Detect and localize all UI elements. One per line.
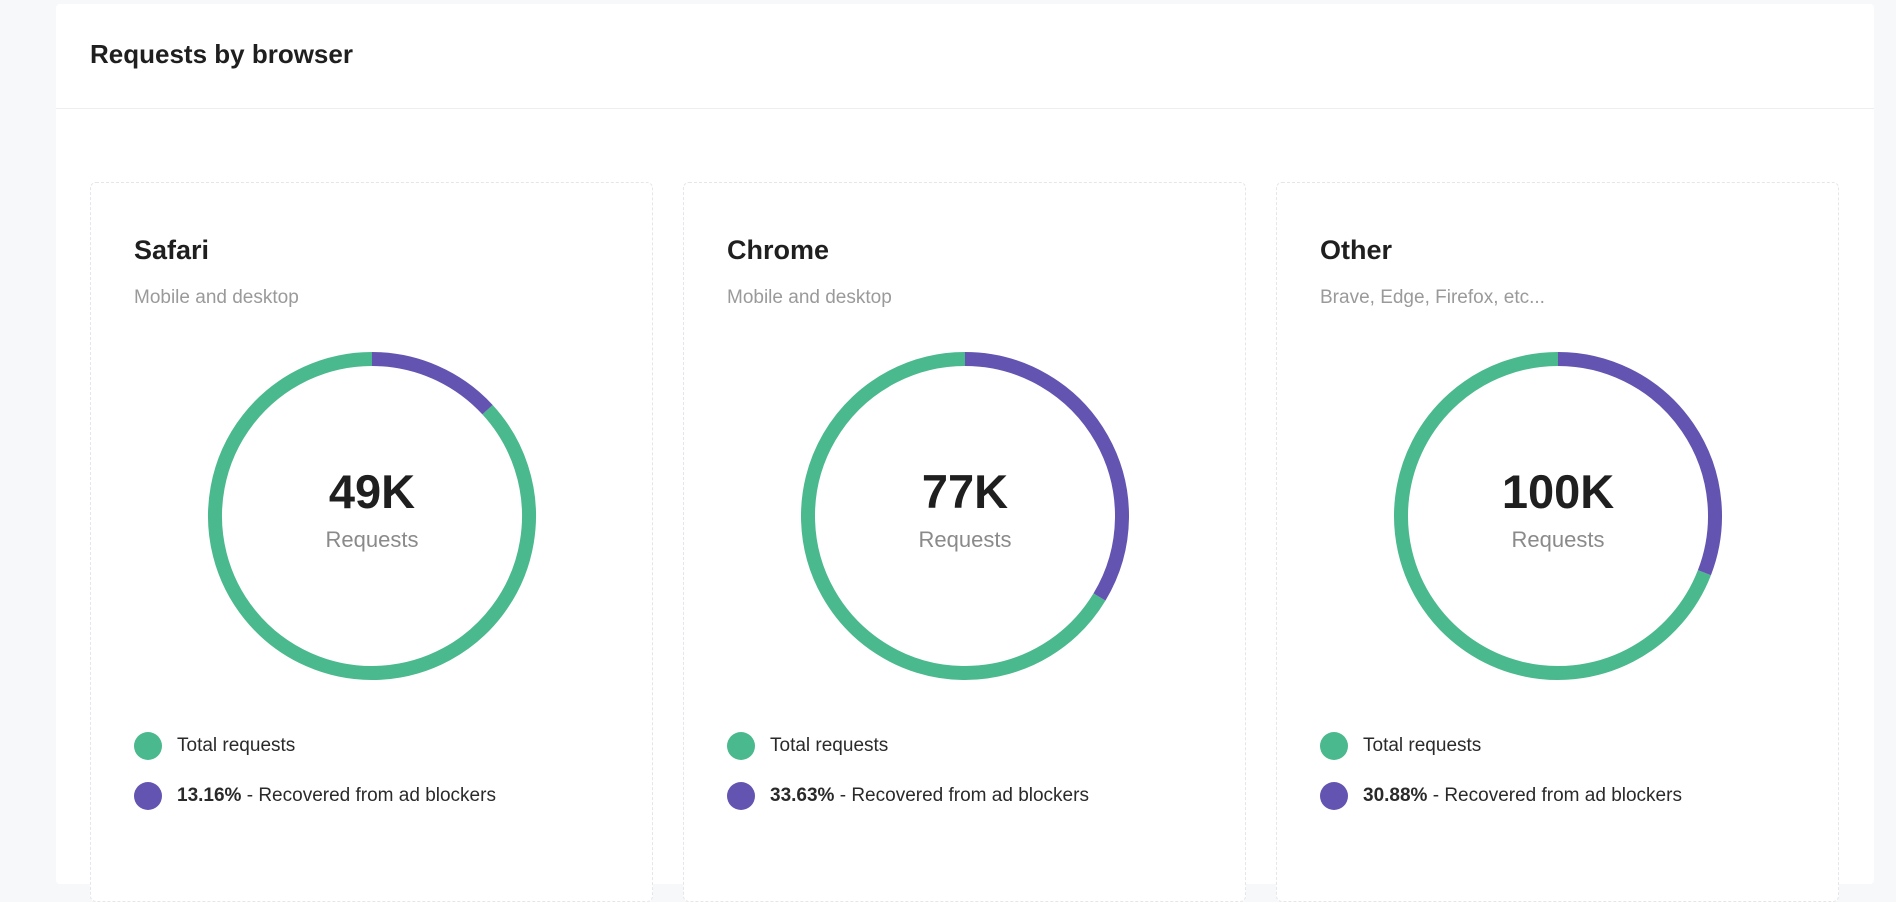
legend-dot-total: [727, 732, 755, 760]
browser-card-other: Other Brave, Edge, Firefox, etc... 100K …: [1276, 182, 1839, 902]
legend-recovered-percent: 13.16%: [177, 785, 242, 806]
card-title: Other: [1320, 235, 1393, 265]
legend-item-recovered: 30.88% - Recovered from ad blockers: [1320, 781, 1682, 811]
browser-card-chrome: Chrome Mobile and desktop 77K Requests T…: [683, 182, 1246, 902]
card-title: Chrome: [727, 235, 830, 265]
requests-by-browser-panel: Requests by browser Safari Mobile and de…: [56, 4, 1874, 902]
panel-header: Requests by browser: [56, 4, 1874, 109]
legend-dot-total: [134, 732, 162, 760]
donut-segment-total-requests: [208, 352, 536, 680]
card-title: Safari: [134, 235, 210, 265]
donut-chart: 49K Requests: [207, 351, 537, 681]
legend-item-total: Total requests: [134, 731, 496, 761]
legend-dot-recovered: [1320, 782, 1348, 810]
donut-center: 77K Requests: [800, 351, 1130, 681]
browser-card-safari: Safari Mobile and desktop 49K Requests T…: [90, 182, 653, 902]
donut-chart: 77K Requests: [800, 351, 1130, 681]
card-subtitle: Brave, Edge, Firefox, etc...: [1320, 287, 1545, 308]
donut-segment-total-requests: [801, 352, 1106, 680]
donut-segment-recovered: [964, 352, 1129, 601]
donut-center-value: 100K: [1501, 464, 1615, 518]
legend-label-total: Total requests: [177, 735, 296, 756]
legend-label-recovered: 33.63% - Recovered from ad blockers: [770, 785, 1089, 807]
donut-center-unit: Requests: [918, 526, 1012, 552]
legend-recovered-text: - Recovered from ad blockers: [241, 785, 496, 806]
legend-recovered-percent: 33.63%: [770, 785, 835, 806]
donut-segment-recovered: [1557, 352, 1722, 576]
donut-center-unit: Requests: [1511, 526, 1605, 552]
donut-center-value: 77K: [921, 464, 1009, 518]
donut-center-unit: Requests: [325, 526, 419, 552]
card-subtitle: Mobile and desktop: [134, 287, 299, 308]
legend-item-total: Total requests: [727, 731, 1089, 761]
legend-recovered-text: - Recovered from ad blockers: [1427, 785, 1682, 806]
donut-segment-total-requests: [1394, 352, 1711, 680]
chart-legend: Total requests 13.16% - Recovered from a…: [134, 731, 496, 831]
donut-svg: [208, 352, 536, 680]
donut-center: 100K Requests: [1393, 351, 1723, 681]
panel-title: Requests by browser: [90, 38, 353, 69]
chart-legend: Total requests 33.63% - Recovered from a…: [727, 731, 1089, 831]
chart-legend: Total requests 30.88% - Recovered from a…: [1320, 731, 1682, 831]
legend-recovered-percent: 30.88%: [1363, 785, 1428, 806]
donut-center: 49K Requests: [207, 351, 537, 681]
donut-svg: [1394, 352, 1722, 680]
legend-label-total: Total requests: [770, 735, 889, 756]
legend-dot-recovered: [727, 782, 755, 810]
browser-cards: Safari Mobile and desktop 49K Requests T…: [90, 182, 1839, 902]
legend-item-total: Total requests: [1320, 731, 1682, 761]
legend-dot-recovered: [134, 782, 162, 810]
legend-item-recovered: 33.63% - Recovered from ad blockers: [727, 781, 1089, 811]
donut-svg: [801, 352, 1129, 680]
card-subtitle: Mobile and desktop: [727, 287, 892, 308]
donut-chart: 100K Requests: [1393, 351, 1723, 681]
donut-center-value: 49K: [328, 464, 416, 518]
legend-label-recovered: 13.16% - Recovered from ad blockers: [177, 785, 496, 807]
legend-dot-total: [1320, 732, 1348, 760]
legend-label-total: Total requests: [1363, 735, 1482, 756]
legend-recovered-text: - Recovered from ad blockers: [834, 785, 1089, 806]
donut-segment-recovered: [371, 352, 493, 415]
legend-label-recovered: 30.88% - Recovered from ad blockers: [1363, 785, 1682, 807]
legend-item-recovered: 13.16% - Recovered from ad blockers: [134, 781, 496, 811]
